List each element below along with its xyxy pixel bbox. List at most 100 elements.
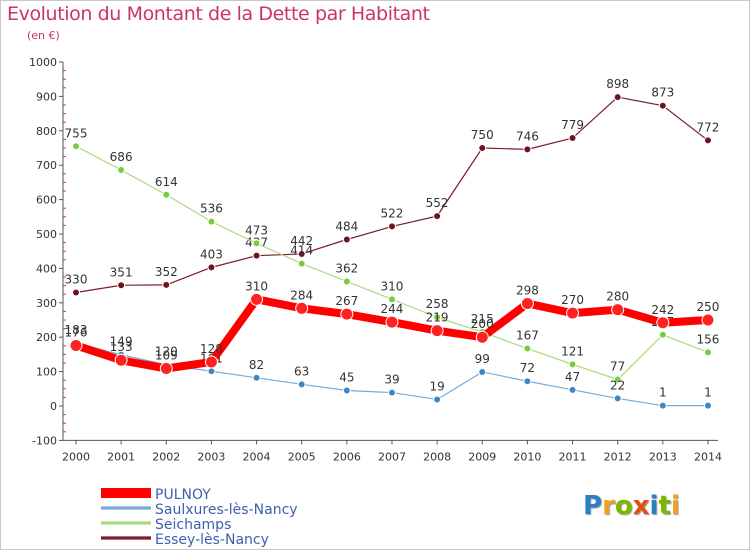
data-point-pulnoy <box>159 362 173 376</box>
data-label-seichamps: 686 <box>110 150 133 164</box>
data-label-essey-les-nancy: 779 <box>561 118 584 132</box>
data-label-saulxures-les-nancy: 1 <box>659 386 667 400</box>
y-tick-label: 800 <box>36 125 57 138</box>
data-point-saulxures-les-nancy <box>523 377 532 386</box>
data-label-essey-les-nancy: 403 <box>200 247 223 261</box>
legend-label: Seichamps <box>155 517 231 533</box>
data-point-pulnoy <box>430 324 444 338</box>
data-point-essey-les-nancy <box>297 249 306 258</box>
data-point-seichamps <box>613 375 622 384</box>
x-tick-label: 2014 <box>694 450 722 463</box>
data-label-seichamps: 755 <box>65 126 88 140</box>
data-point-seichamps <box>72 142 80 151</box>
data-point-pulnoy <box>566 306 580 320</box>
data-label-essey-les-nancy: 442 <box>290 234 313 248</box>
data-point-pulnoy <box>250 292 264 306</box>
data-point-pulnoy <box>475 330 489 344</box>
data-label-saulxures-les-nancy: 99 <box>475 352 490 366</box>
data-point-saulxures-les-nancy <box>478 367 487 376</box>
data-label-pulnoy: 284 <box>290 288 313 302</box>
data-label-pulnoy: 298 <box>516 283 539 297</box>
x-tick-label: 2009 <box>468 450 496 463</box>
data-point-saulxures-les-nancy <box>387 388 396 397</box>
data-point-seichamps <box>342 277 351 286</box>
data-label-pulnoy: 176 <box>65 325 88 339</box>
data-label-seichamps: 258 <box>426 297 449 311</box>
data-label-pulnoy: 250 <box>697 300 720 314</box>
data-point-seichamps <box>703 348 712 357</box>
x-tick-label: 2001 <box>107 450 135 463</box>
proxiti-logo: Proxiti <box>583 491 680 521</box>
data-label-saulxures-les-nancy: 39 <box>384 373 399 387</box>
data-point-seichamps <box>207 217 216 226</box>
data-label-seichamps: 77 <box>610 360 625 374</box>
data-label-pulnoy: 244 <box>381 302 404 316</box>
data-point-pulnoy <box>69 338 83 352</box>
y-tick-label: 0 <box>50 400 57 413</box>
data-label-seichamps: 215 <box>471 312 494 326</box>
data-point-seichamps <box>387 295 396 304</box>
x-tick-label: 2004 <box>243 450 271 463</box>
data-point-pulnoy <box>114 353 128 367</box>
data-point-essey-les-nancy <box>117 281 126 290</box>
data-point-seichamps <box>523 344 532 353</box>
data-point-essey-les-nancy <box>568 134 577 143</box>
x-tick-label: 2008 <box>423 450 451 463</box>
legend-label: PULNOY <box>155 487 211 503</box>
y-tick-label: -100 <box>32 434 57 447</box>
data-label-essey-les-nancy: 484 <box>335 220 358 234</box>
data-label-essey-les-nancy: 898 <box>606 77 629 91</box>
data-point-saulxures-les-nancy <box>433 395 442 404</box>
data-label-pulnoy: 219 <box>426 311 449 325</box>
y-tick-label: 900 <box>36 90 57 103</box>
y-tick-label: 100 <box>36 366 57 379</box>
legend-label: Saulxures-lès-Nancy <box>155 502 298 518</box>
data-point-pulnoy <box>520 296 534 310</box>
data-point-saulxures-les-nancy <box>658 401 667 410</box>
data-point-pulnoy <box>385 315 399 329</box>
x-tick-label: 2005 <box>288 450 316 463</box>
data-point-saulxures-les-nancy <box>297 380 306 389</box>
series-line-essey-les-nancy <box>75 96 709 294</box>
data-label-saulxures-les-nancy: 19 <box>429 379 444 393</box>
x-tick-label: 2003 <box>197 450 225 463</box>
data-point-pulnoy <box>295 301 309 315</box>
data-point-seichamps <box>117 166 126 175</box>
y-tick-label: 300 <box>36 297 57 310</box>
data-point-seichamps <box>162 190 171 199</box>
x-tick-label: 2010 <box>513 450 541 463</box>
data-label-pulnoy: 280 <box>606 290 629 304</box>
data-label-pulnoy: 242 <box>651 303 674 317</box>
data-label-seichamps: 414 <box>290 244 313 258</box>
data-point-essey-les-nancy <box>207 263 216 272</box>
data-label-saulxures-les-nancy: 149 <box>110 335 133 349</box>
x-tick-label: 2006 <box>333 450 361 463</box>
data-label-seichamps: 310 <box>381 279 404 293</box>
x-tick-label: 2007 <box>378 450 406 463</box>
data-label-seichamps: 536 <box>200 202 223 216</box>
data-label-saulxures-les-nancy: 63 <box>294 364 309 378</box>
data-point-saulxures-les-nancy <box>613 394 622 403</box>
data-label-pulnoy: 109 <box>155 349 178 363</box>
data-label-essey-les-nancy: 873 <box>651 86 674 100</box>
data-label-essey-les-nancy: 330 <box>65 272 88 286</box>
data-point-essey-les-nancy <box>478 144 487 152</box>
data-label-saulxures-les-nancy: 47 <box>565 370 580 384</box>
data-point-saulxures-les-nancy <box>568 385 577 394</box>
x-tick-label: 2000 <box>62 450 90 463</box>
data-point-essey-les-nancy <box>252 251 261 260</box>
y-tick-label: 1000 <box>29 56 57 69</box>
data-point-saulxures-les-nancy <box>703 401 712 410</box>
y-tick-label: 400 <box>36 262 57 275</box>
data-point-essey-les-nancy <box>433 212 442 221</box>
data-label-saulxures-les-nancy: 120 <box>155 345 178 359</box>
data-label-saulxures-les-nancy: 45 <box>339 371 354 385</box>
data-label-saulxures-les-nancy: 183 <box>65 323 88 337</box>
data-label-essey-les-nancy: 351 <box>110 265 133 279</box>
data-point-pulnoy <box>611 303 625 317</box>
data-point-pulnoy <box>656 316 670 330</box>
data-point-saulxures-les-nancy <box>342 386 351 395</box>
x-tick-label: 2002 <box>152 450 180 463</box>
data-point-seichamps <box>433 313 442 322</box>
